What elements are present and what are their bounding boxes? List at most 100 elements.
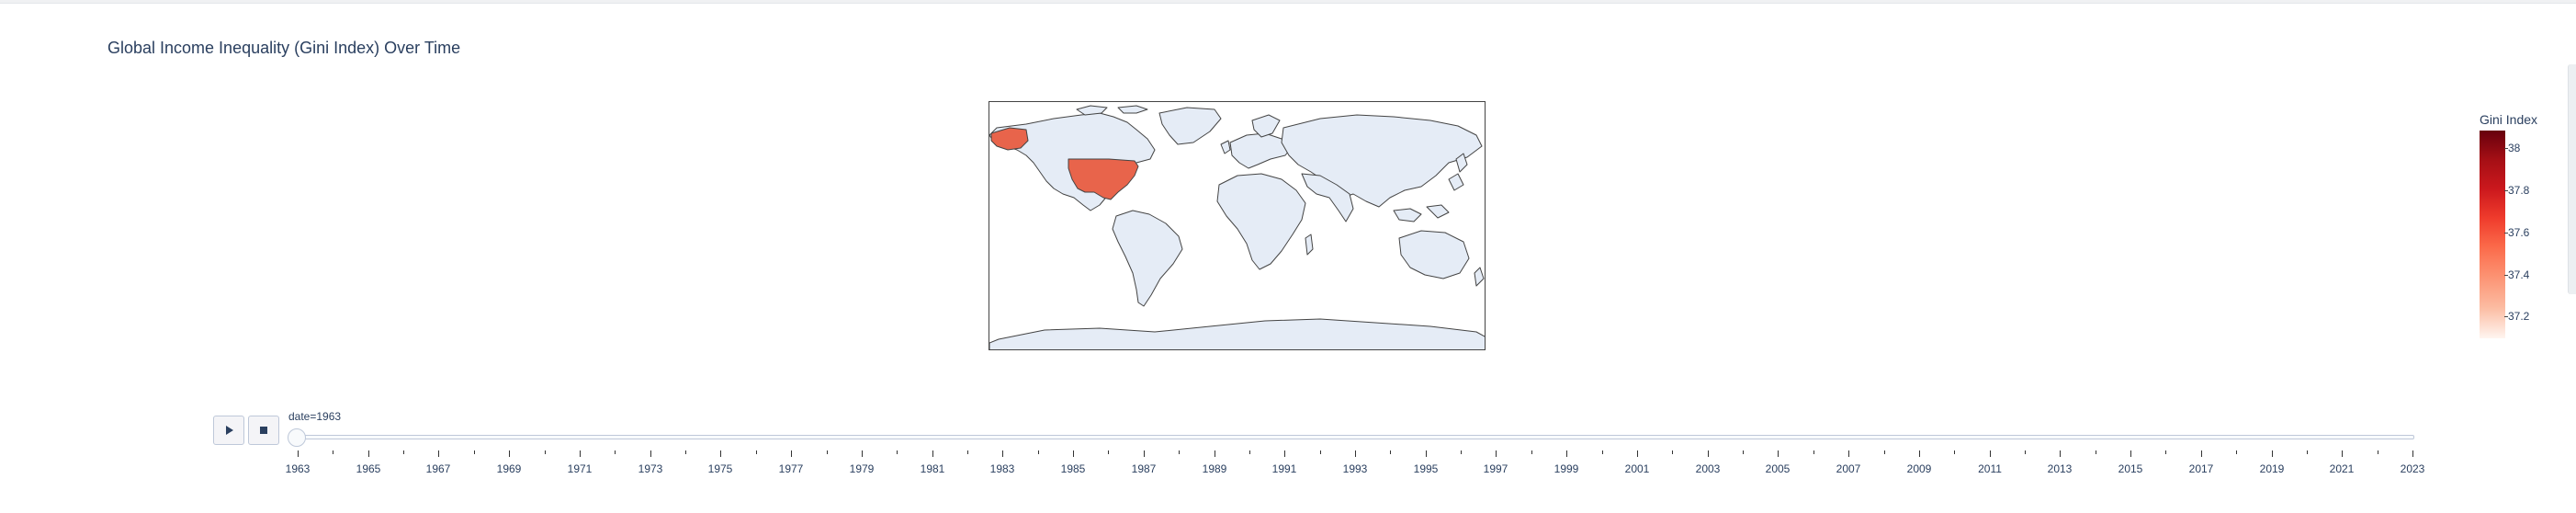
slider-tick <box>967 450 968 454</box>
slider-tick <box>1284 450 1285 457</box>
land-antarctica <box>989 318 1485 349</box>
slider-tick <box>1496 450 1497 457</box>
land-greenland <box>1158 107 1222 145</box>
land-layer <box>989 105 1485 349</box>
slider-tick <box>1355 450 1356 457</box>
slider-tick <box>580 450 581 457</box>
slider-tick <box>2130 450 2131 457</box>
land-asia <box>1281 114 1483 208</box>
slider-tick <box>756 450 757 454</box>
slider-handle[interactable] <box>288 428 306 447</box>
slider-tick-label: 2021 <box>2329 462 2355 475</box>
slider-tick <box>1108 450 1109 454</box>
slider-tick-label: 2001 <box>1624 462 1650 475</box>
slider-tick-label: 2019 <box>2259 462 2285 475</box>
slider-tick-label: 1999 <box>1554 462 1579 475</box>
slider-tick <box>1884 450 1885 454</box>
slider-tick <box>1990 450 1991 457</box>
slider-tick <box>932 450 933 457</box>
slider-tick-label: 2009 <box>1906 462 1932 475</box>
slider-tick <box>685 450 686 454</box>
slider-tick <box>1778 450 1779 457</box>
slider-tick <box>1672 450 1673 454</box>
slider-tick <box>791 450 792 457</box>
slider-tick <box>1320 450 1321 454</box>
slider-tick <box>1002 450 1003 457</box>
colorbar: Gini Index 38 37.8 37.6 37.4 37.2 <box>2478 108 2576 348</box>
slider-tick <box>2025 450 2026 454</box>
play-button[interactable] <box>213 416 244 445</box>
slider-tick <box>1848 450 1849 457</box>
colorbar-tick: 37.4 <box>2503 268 2530 281</box>
vertical-scrollbar[interactable] <box>2568 64 2576 294</box>
map-svg <box>989 105 1485 349</box>
slider-tick <box>1249 450 1250 454</box>
slider-tick-label: 1981 <box>920 462 945 475</box>
slider-tick <box>2307 450 2308 454</box>
slider-tick <box>438 450 439 457</box>
slider-tick <box>474 450 475 454</box>
slider-tick <box>1426 450 1427 457</box>
slider-tick <box>1531 450 1532 454</box>
slider-tick <box>1461 450 1462 454</box>
slider-tick <box>298 450 299 457</box>
slider-tick <box>1038 450 1039 454</box>
colorbar-gradient <box>2480 131 2505 338</box>
world-map[interactable] <box>989 101 1486 350</box>
slider-tick <box>2165 450 2166 454</box>
slider-tick-label: 1983 <box>989 462 1015 475</box>
slider-tick-label: 1977 <box>778 462 804 475</box>
slider-tick <box>897 450 898 454</box>
slider-tick-label: 1991 <box>1271 462 1297 475</box>
country-usa-alaska <box>990 127 1029 151</box>
slider-tick-label: 1967 <box>425 462 451 475</box>
slider-tick <box>2201 450 2202 457</box>
slider-tick <box>1637 450 1638 457</box>
slider-tick <box>2412 450 2413 457</box>
slider-tick <box>862 450 863 457</box>
highlighted-countries <box>990 127 1139 200</box>
slider-tick-label: 1989 <box>1202 462 1227 475</box>
slider-tick <box>650 450 651 457</box>
slider-current-value: date=1963 <box>288 410 342 423</box>
slider-tick <box>1813 450 1814 454</box>
slider-tick-label: 2013 <box>2047 462 2073 475</box>
slider-tick-label: 2015 <box>2118 462 2143 475</box>
slider-tick <box>720 450 721 457</box>
stop-button[interactable] <box>248 416 279 445</box>
slider-tick-label: 2007 <box>1836 462 1861 475</box>
slider-tick <box>1179 450 1180 454</box>
colorbar-tick: 38 <box>2503 142 2521 154</box>
play-icon <box>226 426 233 435</box>
slider-tick-label: 2005 <box>1765 462 1791 475</box>
slider-tick <box>509 450 510 457</box>
slider-tick <box>1743 450 1744 454</box>
slider-tick-label: 2011 <box>1978 462 2002 475</box>
land-arctic-islands <box>1076 105 1108 116</box>
slider-tick-label: 1975 <box>707 462 733 475</box>
slider-tick <box>545 450 546 454</box>
slider-tick <box>1390 450 1391 454</box>
colorbar-title: Gini Index <box>2480 112 2538 127</box>
slider-tick <box>1919 450 1920 457</box>
slider-tick <box>1708 450 1709 457</box>
slider-tick <box>368 450 369 457</box>
slider-tick-label: 1985 <box>1060 462 1086 475</box>
land-south-america <box>1112 210 1183 307</box>
slider-tick-label: 2003 <box>1695 462 1721 475</box>
slider-tick-label: 1995 <box>1413 462 1439 475</box>
slider-tick <box>1144 450 1145 457</box>
slider-tick-label: 1969 <box>496 462 522 475</box>
country-usa <box>1068 158 1139 200</box>
stop-icon <box>260 427 267 434</box>
colorbar-tick: 37.6 <box>2503 226 2530 239</box>
slider-tick-label: 1979 <box>849 462 875 475</box>
slider-tick <box>1602 450 1603 454</box>
slider-rail[interactable] <box>292 435 2414 439</box>
slider-tick <box>2236 450 2237 454</box>
slider-tick-label: 2023 <box>2400 462 2425 475</box>
slider-tick-label: 1973 <box>638 462 663 475</box>
slider-tick <box>2272 450 2273 457</box>
slider-tick-label: 2017 <box>2188 462 2214 475</box>
slider-tick-label: 1971 <box>567 462 593 475</box>
